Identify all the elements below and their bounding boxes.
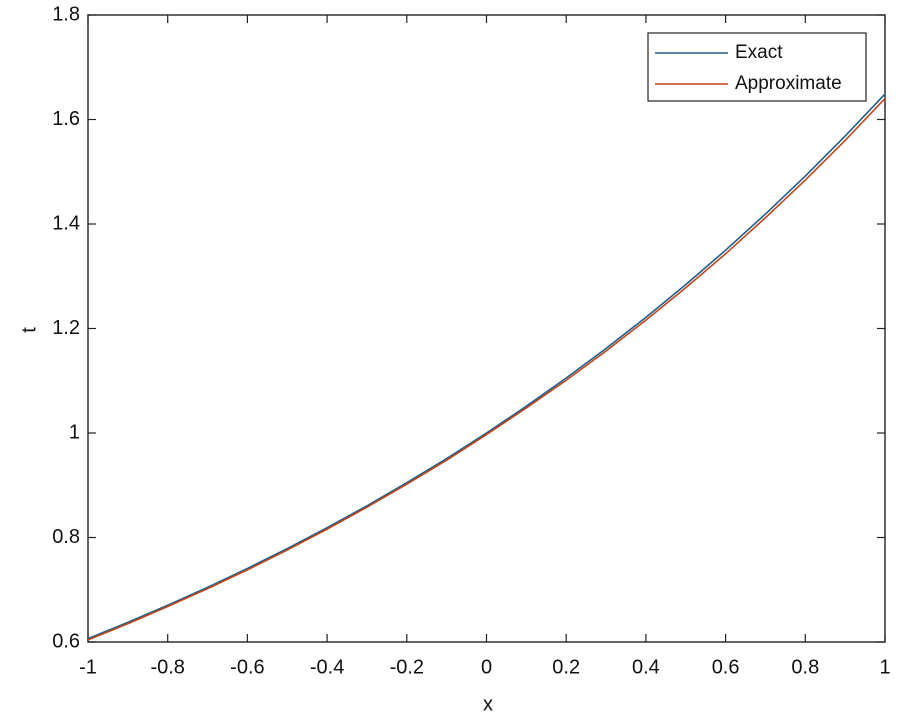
y-tick-label: 1.4	[52, 212, 80, 234]
y-tick-label: 1.8	[52, 3, 80, 25]
x-tick-label: 0.8	[791, 656, 819, 678]
x-tick-label: 0.2	[552, 656, 580, 678]
x-tick-label: 0.4	[632, 656, 660, 678]
x-tick-label: -1	[79, 656, 97, 678]
x-tick-label: 0.6	[712, 656, 740, 678]
y-tick-label: 1.2	[52, 317, 80, 339]
legend-label: Approximate	[735, 73, 842, 94]
x-tick-label: -0.8	[150, 656, 184, 678]
y-tick-label: 1	[69, 421, 80, 443]
x-axis-label: x	[483, 693, 493, 715]
series-line	[87, 98, 886, 641]
plot-area	[87, 14, 886, 643]
y-tick-label: 0.6	[52, 630, 80, 652]
x-tick-label: 1	[879, 656, 890, 678]
y-axis-label: t	[18, 327, 40, 333]
x-tick-label: 0	[481, 656, 492, 678]
series-line	[87, 93, 886, 640]
x-tick-label: -0.6	[230, 656, 264, 678]
y-tick-label: 1.6	[52, 108, 80, 130]
x-tick-label: -0.4	[310, 656, 344, 678]
legend-box	[647, 32, 867, 102]
x-tick-label: -0.2	[390, 656, 424, 678]
legend-label: Exact	[735, 42, 783, 63]
y-tick-label: 0.8	[52, 526, 80, 548]
